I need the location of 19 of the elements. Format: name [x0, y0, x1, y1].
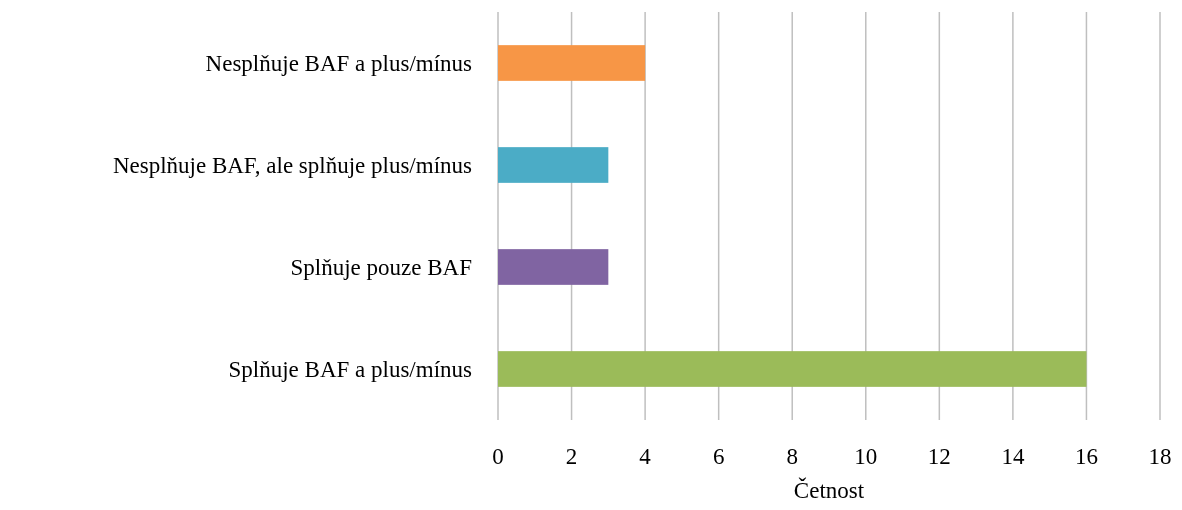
- x-tick-label: 8: [786, 444, 798, 469]
- x-tick-label: 0: [492, 444, 504, 469]
- y-tick-label: Splňuje BAF a plus/mínus: [228, 357, 473, 383]
- x-tick-label: 4: [639, 444, 652, 469]
- x-tick-label: 14: [1001, 444, 1025, 469]
- x-tick-label: 2: [565, 444, 578, 469]
- bar: [498, 147, 609, 183]
- x-tick-label: 18: [1148, 444, 1172, 469]
- x-tick-label: 12: [927, 444, 951, 469]
- x-tick-label: 6: [712, 444, 725, 469]
- bar: [498, 249, 609, 285]
- y-tick-label: Nesplňuje BAF a plus/mínus: [205, 51, 473, 77]
- x-axis-title: Četnost: [793, 477, 865, 503]
- x-tick-label: 16: [1074, 444, 1098, 469]
- y-tick-label: Splňuje pouze BAF: [290, 255, 472, 281]
- y-tick-label: Nesplňuje BAF, ale splňuje plus/mínus: [112, 153, 473, 179]
- bar: [498, 351, 1087, 387]
- bar: [498, 45, 646, 81]
- x-tick-label: 10: [854, 444, 878, 469]
